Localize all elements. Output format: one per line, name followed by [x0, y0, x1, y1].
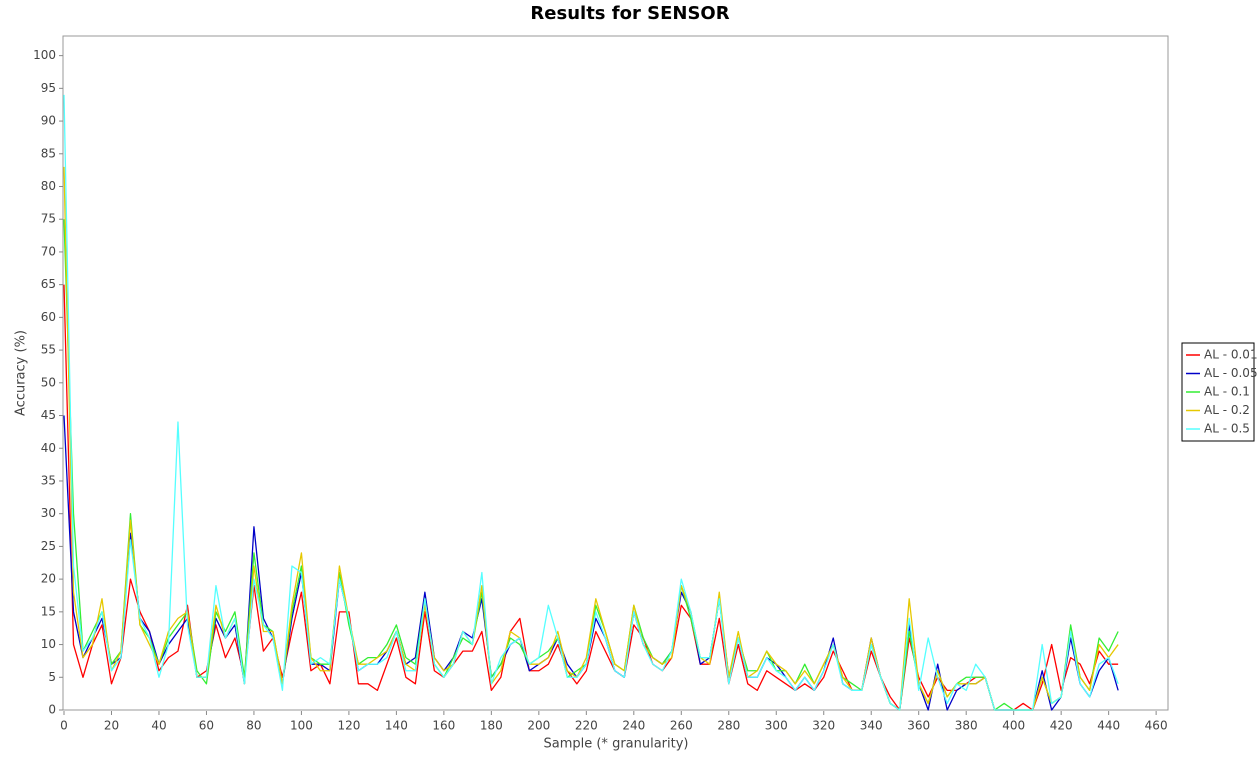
x-tick-label: 380 — [955, 719, 978, 733]
plot-area — [62, 35, 1169, 711]
x-tick-label: 80 — [246, 719, 261, 733]
y-tick-label: 20 — [41, 572, 56, 586]
x-tick-label: 260 — [670, 719, 693, 733]
y-tick-label: 30 — [41, 506, 56, 520]
y-tick-label: 35 — [41, 473, 56, 487]
y-tick-label: 45 — [41, 408, 56, 422]
x-tick-label: 280 — [717, 719, 740, 733]
x-tick-label: 20 — [104, 719, 119, 733]
series-line — [63, 94, 1119, 711]
y-tick-label: 100 — [33, 48, 56, 62]
legend-label: AL - 0.05 — [1204, 366, 1258, 380]
x-tick-label: 0 — [60, 719, 68, 733]
y-tick-label: 0 — [48, 703, 56, 717]
y-tick-label: 5 — [48, 670, 56, 684]
y-tick-label: 80 — [41, 179, 56, 193]
x-tick-label: 340 — [860, 719, 883, 733]
y-tick-label: 25 — [41, 539, 56, 553]
x-tick-label: 240 — [622, 719, 645, 733]
y-tick-label: 90 — [41, 114, 56, 128]
y-tick-label: 65 — [41, 277, 56, 291]
y-tick-label: 10 — [41, 637, 56, 651]
y-tick-label: 15 — [41, 604, 56, 618]
y-tick-label: 95 — [41, 81, 56, 95]
y-tick-label: 60 — [41, 310, 56, 324]
y-tick-label: 70 — [41, 244, 56, 258]
x-tick-label: 440 — [1097, 719, 1120, 733]
x-tick-label: 200 — [527, 719, 550, 733]
x-tick-label: 160 — [432, 719, 455, 733]
x-tick-label: 460 — [1145, 719, 1168, 733]
x-tick-label: 360 — [907, 719, 930, 733]
x-tick-label: 420 — [1050, 719, 1073, 733]
legend-label: AL - 0.2 — [1204, 403, 1250, 417]
y-tick-label: 55 — [41, 343, 56, 357]
y-tick-label: 50 — [41, 375, 56, 389]
y-tick-label: 85 — [41, 146, 56, 160]
x-tick-label: 400 — [1002, 719, 1025, 733]
y-tick-label: 75 — [41, 212, 56, 226]
legend-label: AL - 0.5 — [1204, 422, 1250, 436]
x-axis-label: Sample (* granularity) — [543, 737, 688, 752]
x-tick-label: 140 — [385, 719, 408, 733]
legend-label: AL - 0.1 — [1204, 385, 1250, 399]
y-tick-label: 40 — [41, 441, 56, 455]
x-tick-label: 220 — [575, 719, 598, 733]
chart-title: Results for SENSOR — [530, 3, 729, 24]
x-tick-label: 120 — [337, 719, 360, 733]
x-tick-label: 300 — [765, 719, 788, 733]
legend-label: AL - 0.01 — [1204, 348, 1258, 362]
x-tick-label: 60 — [199, 719, 214, 733]
x-tick-label: 180 — [480, 719, 503, 733]
x-tick-label: 320 — [812, 719, 835, 733]
x-tick-label: 40 — [151, 719, 166, 733]
x-tick-label: 100 — [290, 719, 313, 733]
y-axis-label: Accuracy (%) — [14, 330, 29, 416]
